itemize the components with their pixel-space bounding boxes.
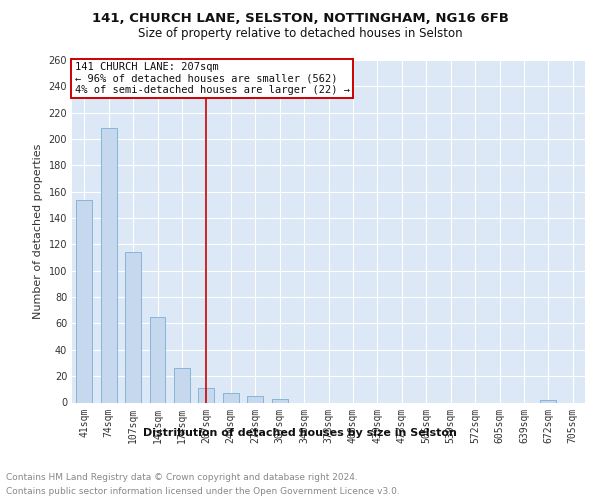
- Bar: [223, 394, 239, 402]
- Bar: [247, 396, 263, 402]
- Text: Contains HM Land Registry data © Crown copyright and database right 2024.: Contains HM Land Registry data © Crown c…: [6, 472, 358, 482]
- Text: Size of property relative to detached houses in Selston: Size of property relative to detached ho…: [137, 28, 463, 40]
- Bar: [149, 317, 166, 402]
- Text: 141 CHURCH LANE: 207sqm
← 96% of detached houses are smaller (562)
4% of semi-de: 141 CHURCH LANE: 207sqm ← 96% of detache…: [74, 62, 350, 95]
- Text: Contains public sector information licensed under the Open Government Licence v3: Contains public sector information licen…: [6, 488, 400, 496]
- Bar: [76, 200, 92, 402]
- Bar: [174, 368, 190, 402]
- Text: 141, CHURCH LANE, SELSTON, NOTTINGHAM, NG16 6FB: 141, CHURCH LANE, SELSTON, NOTTINGHAM, N…: [92, 12, 508, 26]
- Bar: [272, 398, 287, 402]
- Text: Distribution of detached houses by size in Selston: Distribution of detached houses by size …: [143, 428, 457, 438]
- Bar: [125, 252, 141, 402]
- Bar: [199, 388, 214, 402]
- Bar: [541, 400, 556, 402]
- Bar: [101, 128, 116, 402]
- Y-axis label: Number of detached properties: Number of detached properties: [33, 144, 43, 319]
